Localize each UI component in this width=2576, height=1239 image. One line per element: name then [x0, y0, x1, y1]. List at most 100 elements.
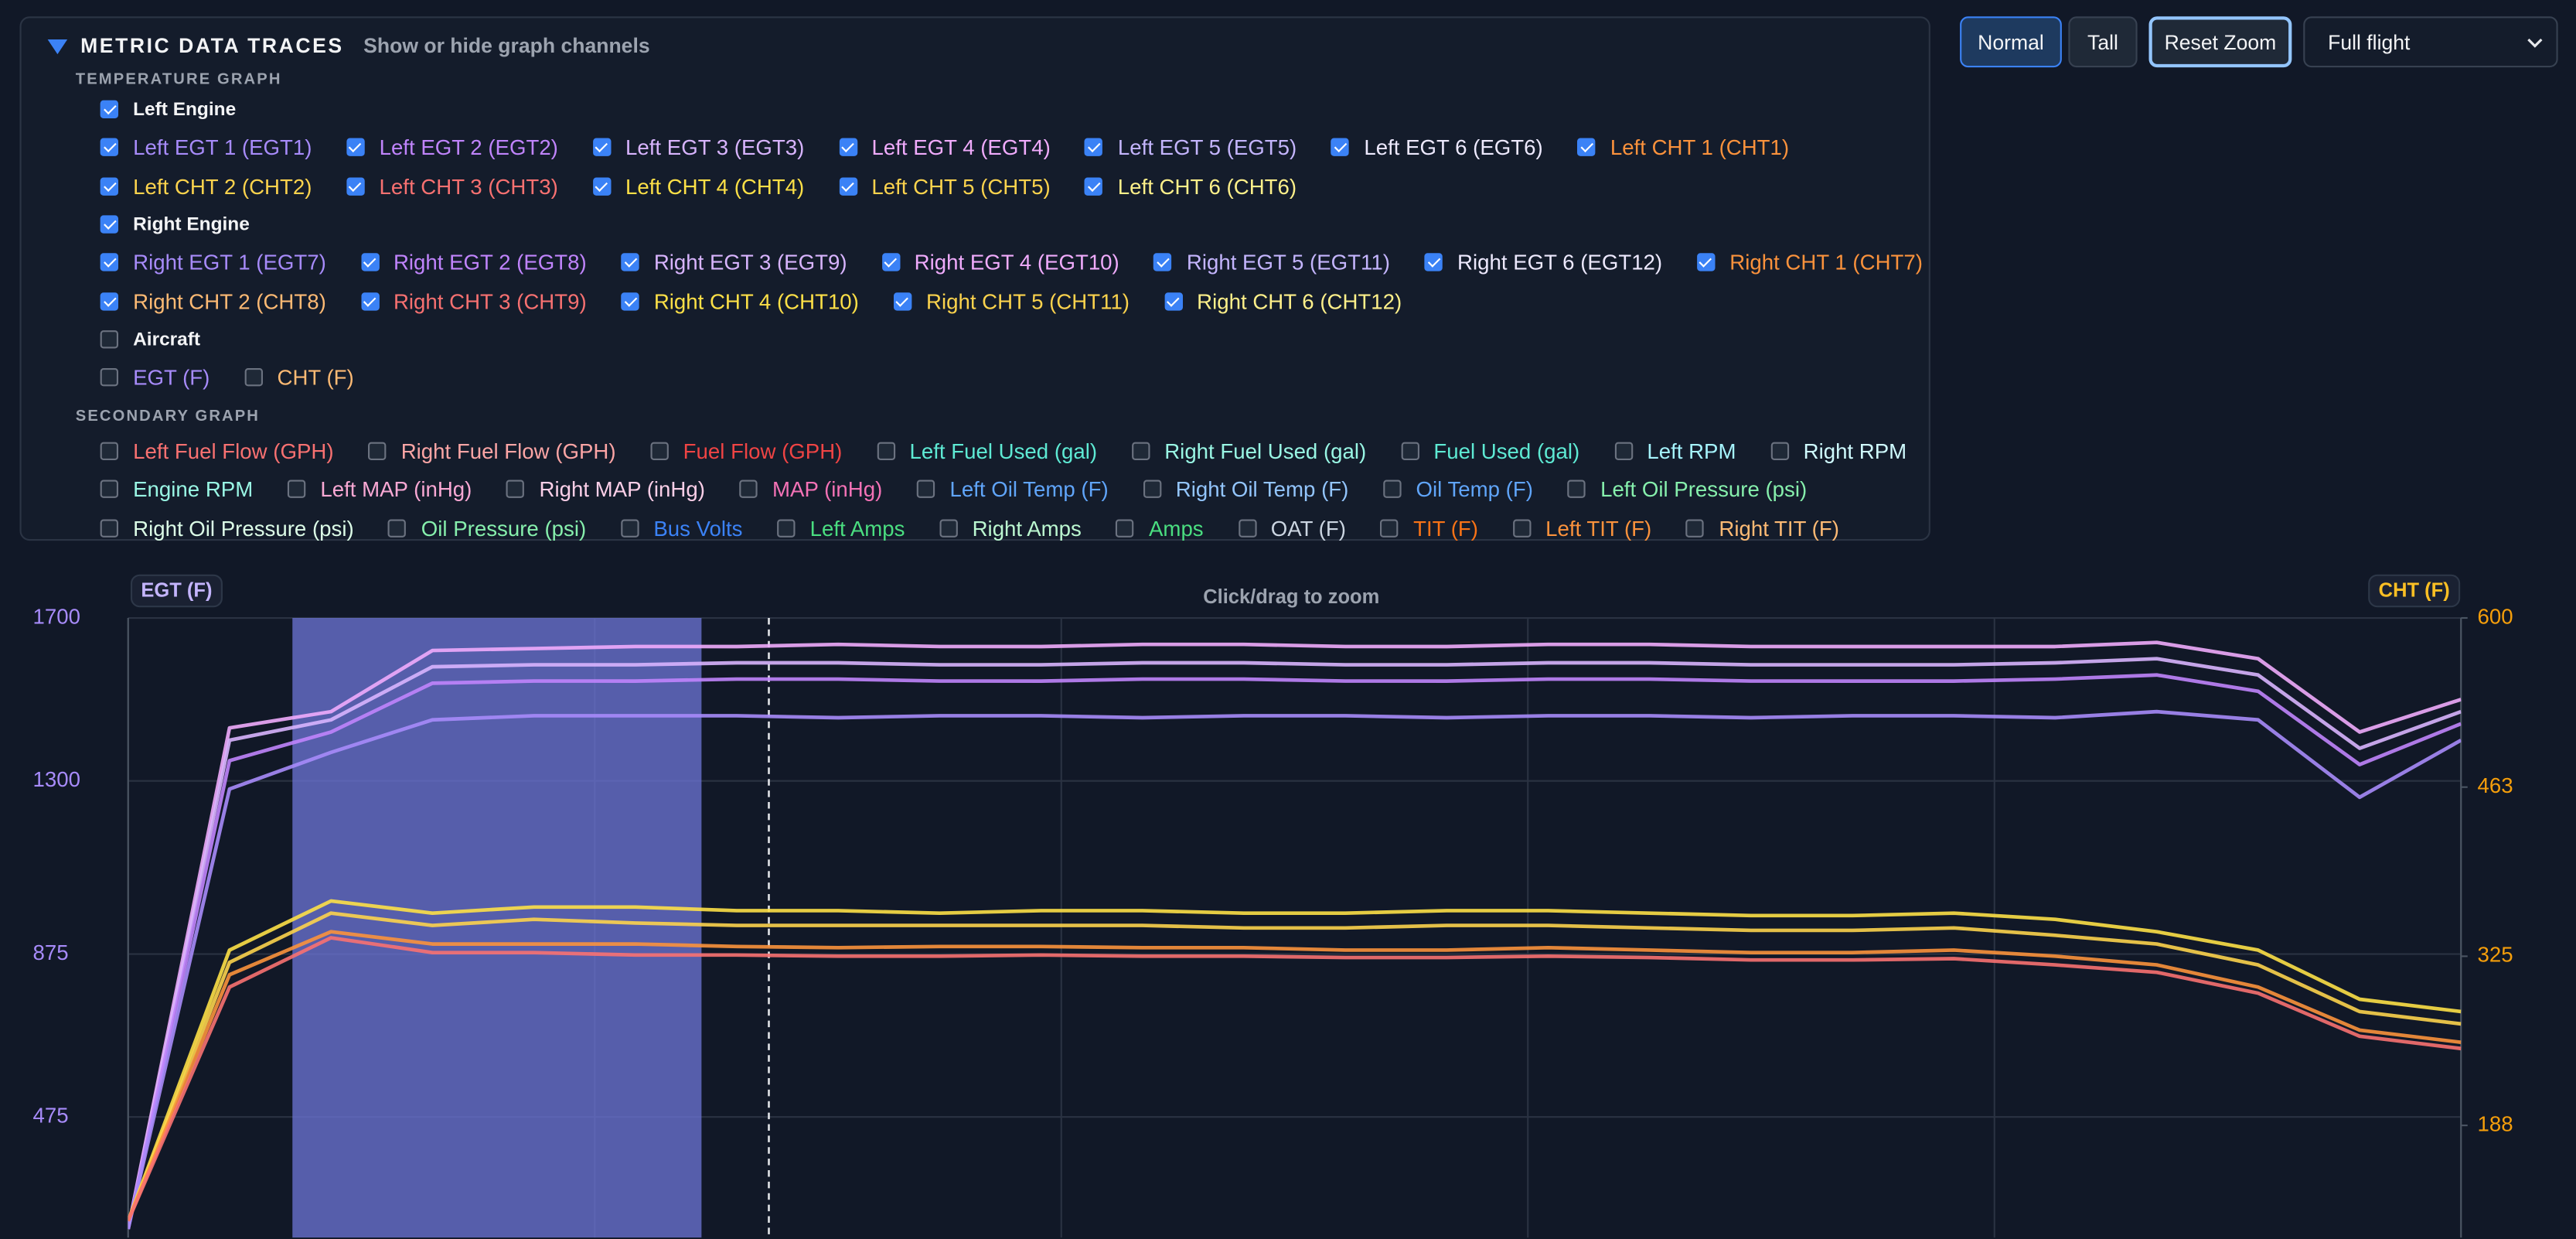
channel-toggle[interactable]: Left CHT 2 (CHT2): [100, 167, 312, 206]
checkbox[interactable]: [388, 518, 407, 538]
panel-header[interactable]: METRIC DATA TRACES Show or hide graph cha…: [41, 31, 1929, 60]
checkbox[interactable]: [360, 253, 379, 272]
checkbox[interactable]: [1085, 138, 1103, 157]
button[interactable]: Tall: [2068, 16, 2138, 68]
checkbox[interactable]: [360, 292, 379, 311]
channel-toggle[interactable]: OAT (F): [1238, 509, 1346, 548]
checkbox[interactable]: [368, 442, 387, 460]
channel-toggle[interactable]: Right EGT 6 (EGT12): [1424, 244, 1662, 282]
channel-toggle[interactable]: Right EGT 5 (EGT11): [1153, 244, 1390, 282]
channel-toggle[interactable]: Right Amps: [939, 509, 1082, 548]
checkbox[interactable]: [1400, 442, 1419, 460]
checkbox[interactable]: [939, 518, 958, 538]
section-toggle[interactable]: Right Engine: [100, 206, 1929, 244]
checkbox[interactable]: [592, 176, 611, 196]
channel-toggle[interactable]: Right CHT 3 (CHT9): [360, 282, 587, 320]
checkbox[interactable]: [1153, 253, 1172, 272]
checkbox[interactable]: [100, 138, 118, 157]
channel-toggle[interactable]: Left CHT 6 (CHT6): [1085, 167, 1297, 206]
channel-toggle[interactable]: Right EGT 4 (EGT10): [881, 244, 1119, 282]
checkbox[interactable]: [621, 292, 639, 311]
channel-toggle[interactable]: Right RPM: [1770, 432, 1906, 470]
channel-toggle[interactable]: Left CHT 5 (CHT5): [838, 167, 1051, 206]
checkbox[interactable]: [1685, 518, 1705, 538]
checkbox[interactable]: [506, 480, 525, 499]
checkbox[interactable]: [876, 442, 895, 460]
checkbox[interactable]: [1085, 176, 1103, 196]
channel-toggle[interactable]: Left EGT 3 (EGT3): [592, 128, 804, 167]
channel-toggle[interactable]: Right CHT 1 (CHT7): [1696, 244, 1923, 282]
checkbox[interactable]: [893, 292, 911, 311]
section-toggle[interactable]: Aircraft: [100, 320, 1929, 358]
channel-toggle[interactable]: Left CHT 4 (CHT4): [592, 167, 804, 206]
channel-toggle[interactable]: Right EGT 3 (EGT9): [621, 244, 847, 282]
channel-toggle[interactable]: Left EGT 6 (EGT6): [1331, 128, 1543, 167]
checkbox[interactable]: [1424, 253, 1443, 272]
channel-toggle[interactable]: Left Oil Pressure (psi): [1567, 470, 1807, 509]
channel-toggle[interactable]: Right Fuel Flow (GPH): [368, 432, 616, 470]
channel-toggle[interactable]: Fuel Used (gal): [1400, 432, 1579, 470]
channel-toggle[interactable]: EGT (F): [100, 358, 210, 397]
checkbox[interactable]: [100, 253, 118, 272]
channel-toggle[interactable]: CHT (F): [244, 358, 354, 397]
channel-toggle[interactable]: Right EGT 1 (EGT7): [100, 244, 326, 282]
checkbox[interactable]: [1331, 138, 1350, 157]
checkbox[interactable]: [592, 138, 611, 157]
channel-toggle[interactable]: Left EGT 2 (EGT2): [346, 128, 558, 167]
channel-toggle[interactable]: Left Fuel Flow (GPH): [100, 432, 334, 470]
channel-toggle[interactable]: Fuel Flow (GPH): [650, 432, 842, 470]
channel-toggle[interactable]: Left TIT (F): [1512, 509, 1651, 548]
checkbox[interactable]: [100, 100, 118, 118]
checkbox[interactable]: [1696, 253, 1716, 272]
channel-toggle[interactable]: Left Amps: [777, 509, 905, 548]
checkbox[interactable]: [739, 480, 758, 499]
checkbox[interactable]: [1238, 518, 1256, 538]
channel-toggle[interactable]: Left MAP (inHg): [287, 470, 472, 509]
checkbox[interactable]: [1512, 518, 1532, 538]
checkbox[interactable]: [1577, 138, 1596, 157]
channel-toggle[interactable]: Bus Volts: [620, 509, 743, 548]
checkbox[interactable]: [100, 215, 118, 234]
checkbox[interactable]: [100, 330, 118, 349]
channel-toggle[interactable]: Left EGT 4 (EGT4): [838, 128, 1051, 167]
channel-toggle[interactable]: Oil Pressure (psi): [388, 509, 586, 548]
checkbox[interactable]: [1116, 518, 1134, 538]
channel-toggle[interactable]: Right MAP (inHg): [506, 470, 705, 509]
checkbox[interactable]: [620, 518, 639, 538]
channel-toggle[interactable]: Left Oil Temp (F): [916, 470, 1109, 509]
checkbox[interactable]: [100, 368, 118, 387]
channel-toggle[interactable]: Engine RPM: [100, 470, 253, 509]
channel-toggle[interactable]: TIT (F): [1380, 509, 1478, 548]
checkbox[interactable]: [346, 138, 365, 157]
button[interactable]: Normal: [1960, 16, 2062, 68]
channel-toggle[interactable]: Left Fuel Used (gal): [876, 432, 1097, 470]
channel-toggle[interactable]: Left RPM: [1613, 432, 1736, 470]
button[interactable]: Reset Zoom: [2148, 16, 2292, 68]
channel-toggle[interactable]: Left EGT 5 (EGT5): [1085, 128, 1297, 167]
channel-toggle[interactable]: Right CHT 2 (CHT8): [100, 282, 326, 320]
channel-toggle[interactable]: Amps: [1116, 509, 1204, 548]
checkbox[interactable]: [346, 176, 365, 196]
flight-select[interactable]: Full flight: [2303, 16, 2558, 68]
checkbox[interactable]: [650, 442, 669, 460]
collapse-arrow[interactable]: [47, 38, 68, 54]
channel-toggle[interactable]: Right CHT 5 (CHT11): [893, 282, 1130, 320]
checkbox[interactable]: [777, 518, 796, 538]
checkbox[interactable]: [287, 480, 306, 499]
channel-toggle[interactable]: Right TIT (F): [1685, 509, 1839, 548]
checkbox[interactable]: [100, 518, 118, 538]
checkbox[interactable]: [1383, 480, 1402, 499]
checkbox[interactable]: [100, 292, 118, 311]
channel-toggle[interactable]: Left CHT 3 (CHT3): [346, 167, 558, 206]
channel-toggle[interactable]: Right Oil Pressure (psi): [100, 509, 354, 548]
channel-toggle[interactable]: Left EGT 1 (EGT1): [100, 128, 312, 167]
checkbox[interactable]: [881, 253, 900, 272]
checkbox[interactable]: [1131, 442, 1150, 460]
checkbox[interactable]: [1567, 480, 1586, 499]
checkbox[interactable]: [838, 176, 857, 196]
channel-toggle[interactable]: Right Oil Temp (F): [1143, 470, 1348, 509]
channel-toggle[interactable]: Left CHT 1 (CHT1): [1577, 128, 1789, 167]
checkbox[interactable]: [621, 253, 639, 272]
checkbox[interactable]: [1613, 442, 1633, 460]
